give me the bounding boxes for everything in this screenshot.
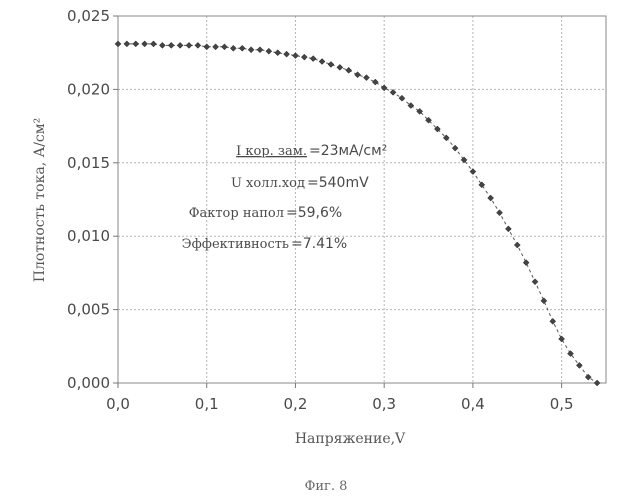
data-point bbox=[124, 41, 130, 47]
x-tick-label: 0,2 bbox=[284, 395, 308, 413]
data-point bbox=[328, 61, 334, 67]
x-tick-label: 0,4 bbox=[461, 395, 485, 413]
x-axis-title: Напряжение,V bbox=[295, 431, 406, 447]
data-point bbox=[337, 64, 343, 70]
data-point bbox=[390, 89, 396, 95]
data-point bbox=[221, 44, 227, 50]
data-point bbox=[372, 79, 378, 85]
data-point bbox=[204, 44, 210, 50]
y-tick-label: 0,015 bbox=[67, 154, 110, 172]
y-tick-label: 0,025 bbox=[67, 7, 110, 25]
data-point bbox=[275, 50, 281, 56]
data-point bbox=[310, 56, 316, 62]
y-tick-label: 0,010 bbox=[67, 227, 110, 245]
annotation-fillfactor-value: =59,6% bbox=[286, 205, 342, 221]
data-point bbox=[150, 41, 156, 47]
plot-area-frame bbox=[118, 16, 606, 383]
data-point bbox=[594, 380, 600, 386]
data-point bbox=[319, 59, 325, 65]
data-point bbox=[452, 145, 458, 151]
x-tick-label: 0,3 bbox=[372, 395, 396, 413]
grid-lines bbox=[118, 16, 606, 383]
x-tick-label: 0,5 bbox=[550, 395, 574, 413]
data-point bbox=[470, 169, 476, 175]
data-point bbox=[292, 53, 298, 59]
data-point bbox=[514, 242, 520, 248]
x-axis-ticks: 0,0 0,1 0,2 0,3 0,4 0,5 bbox=[106, 383, 573, 413]
data-point bbox=[159, 42, 165, 48]
data-point bbox=[186, 42, 192, 48]
data-point bbox=[168, 42, 174, 48]
data-point bbox=[488, 195, 494, 201]
y-tick-label: 0,005 bbox=[67, 301, 110, 319]
data-point bbox=[363, 75, 369, 81]
y-tick-label: 0,020 bbox=[67, 80, 110, 98]
annotation-efficiency-value: =7.41% bbox=[291, 236, 347, 252]
data-point bbox=[115, 41, 121, 47]
data-point bbox=[497, 210, 503, 216]
figure-caption: Фиг. 8 bbox=[305, 479, 348, 494]
data-point bbox=[213, 44, 219, 50]
annotation-fillfactor-label: Фактор напол bbox=[189, 206, 284, 221]
data-point bbox=[355, 72, 361, 78]
data-point bbox=[399, 95, 405, 101]
annotation-efficiency-label: Эффективность bbox=[182, 237, 289, 252]
data-point bbox=[541, 298, 547, 304]
data-point bbox=[195, 42, 201, 48]
data-point bbox=[284, 51, 290, 57]
data-point bbox=[266, 48, 272, 54]
data-point bbox=[230, 45, 236, 51]
y-axis-ticks: 0,000 0,005 0,010 0,015 0,020 0,025 bbox=[67, 7, 118, 392]
annotation-current-label: I кор. зам. bbox=[236, 144, 307, 159]
x-tick-label: 0,0 bbox=[106, 395, 130, 413]
data-point bbox=[257, 47, 263, 53]
data-point bbox=[381, 85, 387, 91]
data-point bbox=[346, 67, 352, 73]
x-tick-label: 0,1 bbox=[195, 395, 219, 413]
data-point bbox=[532, 279, 538, 285]
data-point bbox=[576, 362, 582, 368]
annotation-voltage-value: =540mV bbox=[307, 175, 369, 191]
data-point bbox=[550, 318, 556, 324]
data-point bbox=[142, 41, 148, 47]
data-point bbox=[559, 336, 565, 342]
y-axis-title: Плотность тока, А/см² bbox=[32, 118, 48, 283]
data-point bbox=[133, 41, 139, 47]
annotation-block: I кор. зам. =23мА/см² U холл.ход =540mV … bbox=[182, 143, 388, 252]
data-point bbox=[248, 47, 254, 53]
annotation-voltage-label: U холл.ход bbox=[231, 176, 305, 191]
data-point bbox=[301, 54, 307, 60]
data-point bbox=[505, 226, 511, 232]
data-point bbox=[239, 45, 245, 51]
data-point bbox=[177, 42, 183, 48]
data-point bbox=[523, 260, 529, 266]
data-point bbox=[479, 182, 485, 188]
y-tick-label: 0,000 bbox=[67, 374, 110, 392]
annotation-current-value: =23мА/см² bbox=[309, 143, 387, 159]
